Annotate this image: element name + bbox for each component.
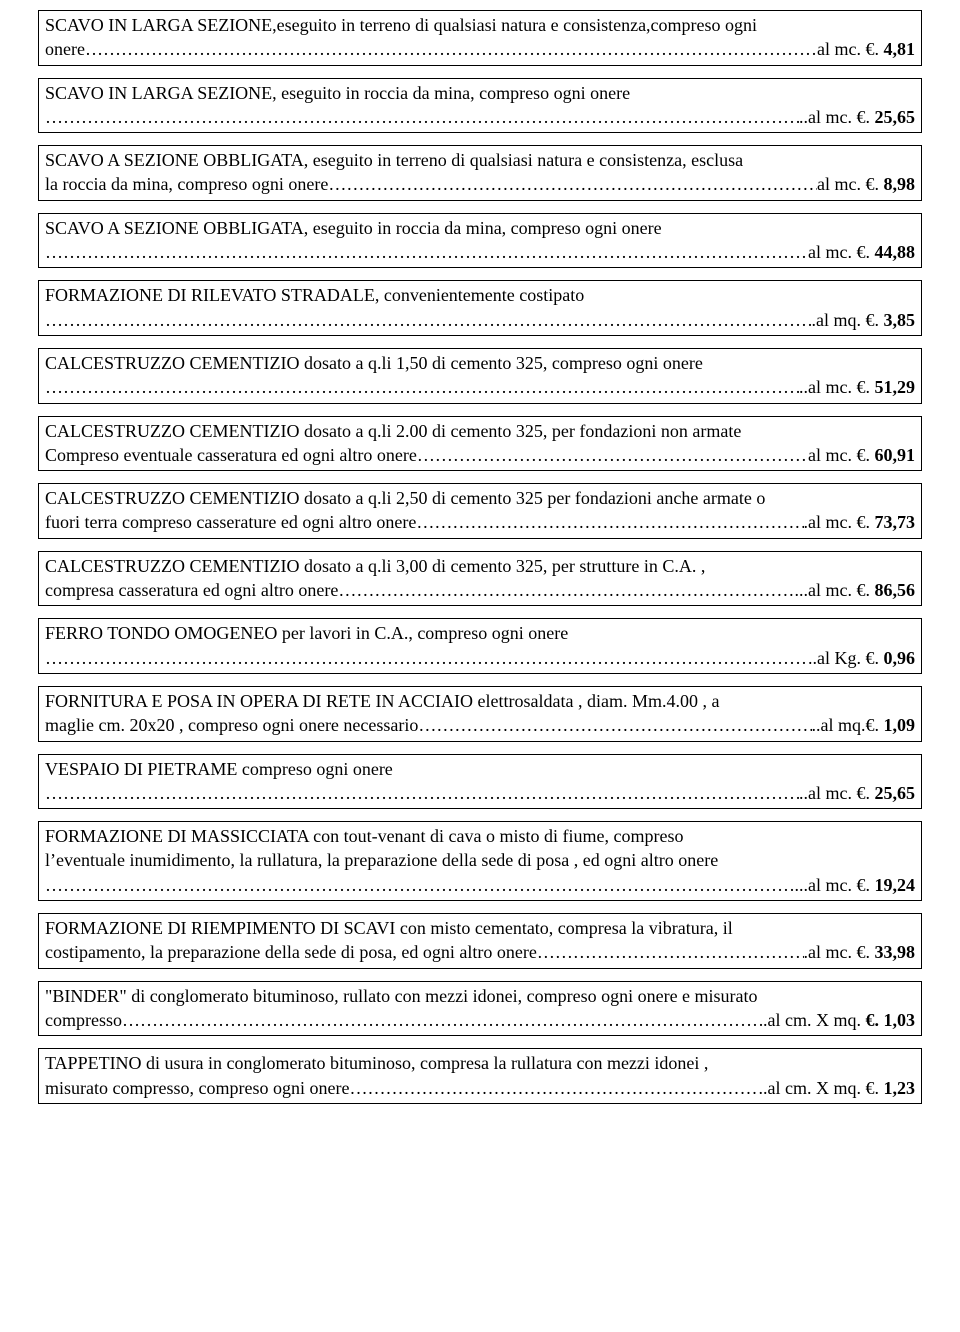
leader-dots: …………………………………………………………………………………………………………… [418, 713, 811, 737]
price-item: SCAVO A SEZIONE OBBLIGATA, eseguito in t… [38, 145, 922, 201]
price-value: .al cm. X mq. €. 1,03 [763, 1008, 915, 1032]
description-line: SCAVO A SEZIONE OBBLIGATA, eseguito in t… [45, 148, 915, 172]
price-value: ...al mc. €. 86,56 [795, 578, 915, 602]
price-item: SCAVO IN LARGA SEZIONE, eseguito in rocc… [38, 78, 922, 134]
price-item: VESPAIO DI PIETRAME compreso ogni onere…… [38, 754, 922, 810]
description-line: VESPAIO DI PIETRAME compreso ogni onere [45, 757, 915, 781]
price-item: FORMAZIONE DI RILEVATO STRADALE, conveni… [38, 280, 922, 336]
price-line-prefix: maglie cm. 20x20 , compreso ogni onere n… [45, 713, 418, 737]
price-item: CALCESTRUZZO CEMENTIZIO dosato a q.li 3,… [38, 551, 922, 607]
description-line: FORMAZIONE DI RIEMPIMENTO DI SCAVI con m… [45, 916, 915, 940]
description-line: FORMAZIONE DI MASSICCIATA con tout-venan… [45, 824, 915, 848]
description-line: CALCESTRUZZO CEMENTIZIO dosato a q.li 2,… [45, 486, 915, 510]
price-line: Compreso eventuale casseratura ed ogni a… [45, 443, 915, 467]
price-value: al mc. €. 44,88 [808, 240, 915, 264]
leader-dots: …………………………………………………………………………………………………………… [349, 1076, 758, 1100]
leader-dots: …………………………………………………………………………………………………………… [537, 940, 804, 964]
price-value: ..al mc. €. 25,65 [799, 781, 915, 805]
description-line: FORNITURA E POSA IN OPERA DI RETE IN ACC… [45, 689, 915, 713]
description-line: "BINDER" di conglomerato bituminoso, rul… [45, 984, 915, 1008]
description-line: FORMAZIONE DI RILEVATO STRADALE, conveni… [45, 283, 915, 307]
price-line: onere……………………………………………………………………………………………… [45, 37, 915, 61]
leader-dots: …………………………………………………………………………………………………………… [45, 240, 808, 264]
price-value: al mc. €. 8,98 [817, 172, 915, 196]
description-line: FERRO TONDO OMOGENEO per lavori in C.A.,… [45, 621, 915, 645]
price-value: al mc. €. 4,81 [817, 37, 915, 61]
leader-dots: …………………………………………………………………………………………………………… [45, 105, 799, 129]
leader-dots: …………………………………………………………………………………………………………… [416, 510, 803, 534]
leader-dots: …………………………………………………………………………………………………………… [45, 308, 812, 332]
leader-dots: …………………………………………………………………………………………………………… [328, 172, 817, 196]
price-line: costipamento, la preparazione della sede… [45, 940, 915, 964]
leader-dots: …………………………………………………………………………………………………………… [417, 443, 808, 467]
price-item: FORMAZIONE DI RIEMPIMENTO DI SCAVI con m… [38, 913, 922, 969]
price-item: "BINDER" di conglomerato bituminoso, rul… [38, 981, 922, 1037]
description-line: TAPPETINO di usura in conglomerato bitum… [45, 1051, 915, 1075]
price-line: la roccia da mina, compreso ogni onere……… [45, 172, 915, 196]
leader-dots: …………………………………………………………………………………………………………… [45, 873, 795, 897]
price-line-prefix: Compreso eventuale casseratura ed ogni a… [45, 443, 417, 467]
price-item: FERRO TONDO OMOGENEO per lavori in C.A.,… [38, 618, 922, 674]
price-value: ..al Kg. €. 0,96 [808, 646, 915, 670]
price-line: …………………………………………………………………………………………………………… [45, 308, 915, 332]
leader-dots: …………………………………………………………………………………………………………… [122, 1008, 763, 1032]
price-line: …………………………………………………………………………………………………………… [45, 105, 915, 129]
leader-dots: …………………………………………………………………………………………………………… [45, 781, 799, 805]
price-line: …………………………………………………………………………………………………………… [45, 781, 915, 805]
price-value: al mc. €. 60,91 [808, 443, 915, 467]
price-item: FORMAZIONE DI MASSICCIATA con tout-venan… [38, 821, 922, 901]
price-line: …………………………………………………………………………………………………………… [45, 375, 915, 399]
price-list-container: SCAVO IN LARGA SEZIONE,eseguito in terre… [38, 10, 922, 1104]
leader-dots: …………………………………………………………………………………………………………… [338, 578, 794, 602]
price-value: ..al mc. €. 25,65 [799, 105, 915, 129]
price-value: ..al mc. €. 51,29 [799, 375, 915, 399]
description-line: SCAVO IN LARGA SEZIONE,eseguito in terre… [45, 13, 915, 37]
price-value: .al mq. €. 3,85 [812, 308, 916, 332]
price-item: SCAVO IN LARGA SEZIONE,eseguito in terre… [38, 10, 922, 66]
price-value: ...al mc. €. 19,24 [795, 873, 915, 897]
description-line: CALCESTRUZZO CEMENTIZIO dosato a q.li 3,… [45, 554, 915, 578]
price-line-prefix: fuori terra compreso casserature ed ogni… [45, 510, 416, 534]
price-item: FORNITURA E POSA IN OPERA DI RETE IN ACC… [38, 686, 922, 742]
price-line: …………………………………………………………………………………………………………… [45, 646, 915, 670]
description-line: SCAVO A SEZIONE OBBLIGATA, eseguito in r… [45, 216, 915, 240]
price-value: ..al cm. X mq. €. 1,23 [759, 1076, 915, 1100]
price-line-prefix: costipamento, la preparazione della sede… [45, 940, 537, 964]
price-line-prefix: compresa casseratura ed ogni altro onere [45, 578, 338, 602]
price-line-prefix: la roccia da mina, compreso ogni onere [45, 172, 328, 196]
price-value: .al mc. €. 33,98 [804, 940, 915, 964]
price-line: compresa casseratura ed ogni altro onere… [45, 578, 915, 602]
price-item: CALCESTRUZZO CEMENTIZIO dosato a q.li 2,… [38, 483, 922, 539]
price-line: …………………………………………………………………………………………………………… [45, 240, 915, 264]
price-line-prefix: compresso [45, 1008, 122, 1032]
price-line: …………………………………………………………………………………………………………… [45, 873, 915, 897]
description-line: CALCESTRUZZO CEMENTIZIO dosato a q.li 2.… [45, 419, 915, 443]
price-line: fuori terra compreso casserature ed ogni… [45, 510, 915, 534]
price-item: TAPPETINO di usura in conglomerato bitum… [38, 1048, 922, 1104]
price-line: maglie cm. 20x20 , compreso ogni onere n… [45, 713, 915, 737]
price-line: misurato compresso, compreso ogni onere…… [45, 1076, 915, 1100]
price-value: ..al mq.€. 1,09 [812, 713, 916, 737]
price-value: .al mc. €. 73,73 [804, 510, 915, 534]
description-line: CALCESTRUZZO CEMENTIZIO dosato a q.li 1,… [45, 351, 915, 375]
leader-dots: …………………………………………………………………………………………………………… [45, 646, 808, 670]
description-line: l’eventuale inumidimento, la rullatura, … [45, 848, 915, 872]
price-item: CALCESTRUZZO CEMENTIZIO dosato a q.li 2.… [38, 416, 922, 472]
price-item: CALCESTRUZZO CEMENTIZIO dosato a q.li 1,… [38, 348, 922, 404]
leader-dots: …………………………………………………………………………………………………………… [45, 375, 799, 399]
price-item: SCAVO A SEZIONE OBBLIGATA, eseguito in r… [38, 213, 922, 269]
price-line: compresso…………………………………………………………………………………… [45, 1008, 915, 1032]
description-line: SCAVO IN LARGA SEZIONE, eseguito in rocc… [45, 81, 915, 105]
leader-dots: …………………………………………………………………………………………………………… [85, 37, 817, 61]
price-line-prefix: onere [45, 37, 85, 61]
price-line-prefix: misurato compresso, compreso ogni onere [45, 1076, 349, 1100]
